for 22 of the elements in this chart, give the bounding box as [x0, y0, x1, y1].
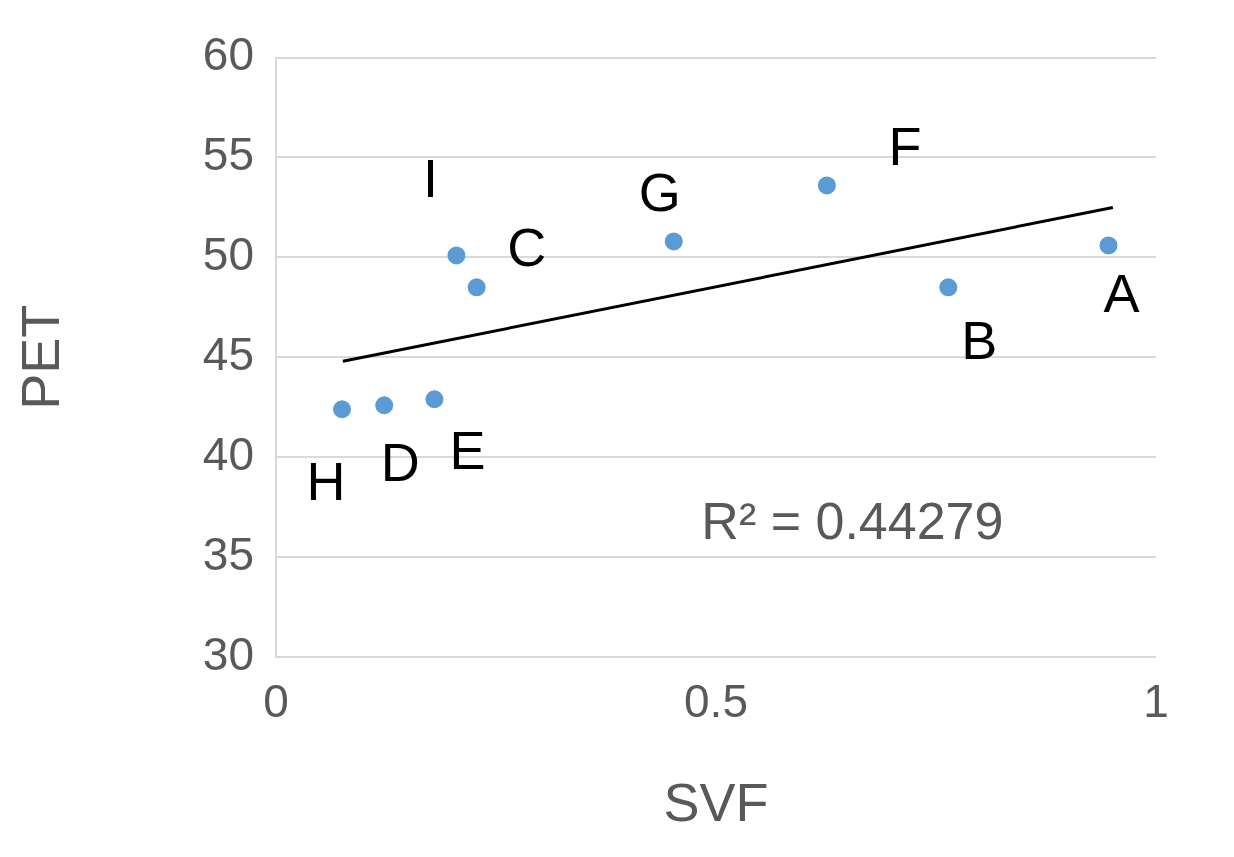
annotation: E — [449, 420, 486, 481]
annotation: D — [380, 432, 420, 493]
annotation: C — [507, 217, 547, 278]
annotation: H — [306, 451, 346, 512]
y-tick-label: 60 — [202, 28, 254, 81]
y-tick-label: 45 — [202, 327, 254, 380]
y-tick-label: 40 — [202, 427, 254, 480]
x-tick-label: 0 — [263, 675, 289, 728]
annotation: F — [888, 116, 922, 177]
annotation: G — [638, 162, 681, 223]
annotation: I — [422, 148, 438, 209]
y-tick-label: 35 — [202, 527, 254, 580]
y-tick-label: 55 — [202, 128, 254, 181]
y-tick-label: 50 — [202, 228, 254, 281]
annotation: A — [1103, 263, 1140, 324]
y-tick-label: 30 — [202, 627, 254, 680]
annotation: B — [961, 310, 998, 371]
x-tick-label: 1 — [1143, 675, 1169, 728]
x-axis-title: SVF — [663, 772, 769, 833]
y-axis-title: PET — [10, 304, 71, 410]
x-tick-label: 0.5 — [684, 675, 748, 728]
annotation: R² = 0.44279 — [701, 492, 1004, 551]
